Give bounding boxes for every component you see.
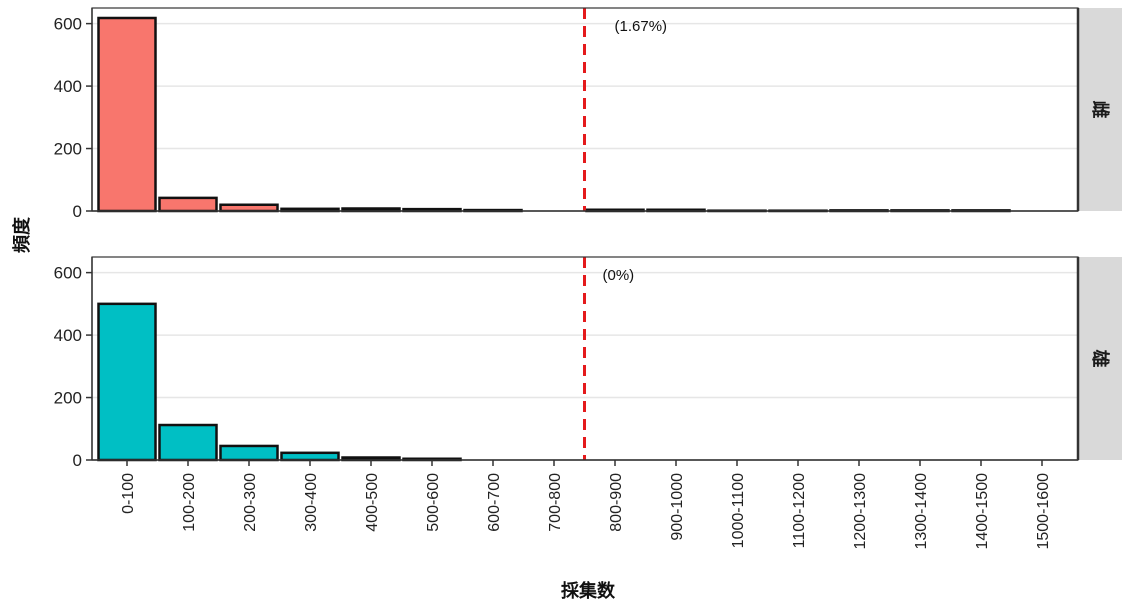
x-tick-label: 0-100 — [120, 473, 137, 514]
y-tick-label: 400 — [54, 77, 82, 96]
x-tick-label: 1500-1600 — [1035, 473, 1052, 550]
panels-layer: (1.67%) 0 200 400 600 雌 (0%) 0 200 400 600 雄 — [54, 7, 1122, 470]
y-axis-title: 頻度 — [11, 216, 33, 253]
panel-annotation: (1.67%) — [615, 18, 668, 35]
panel-2: (0%) 0 200 400 600 雄 — [54, 256, 1122, 470]
y-tick-label: 200 — [54, 389, 82, 408]
x-axis: 0-100 100-200 200-300 300-400 400-500 500-600… — [120, 460, 1052, 550]
x-tick-label: 600-700 — [486, 473, 503, 532]
bar-0-100 — [97, 302, 157, 462]
strip-label: 雄 — [1089, 349, 1111, 368]
bar-0-100 — [97, 16, 157, 213]
strip-label: 雌 — [1089, 101, 1111, 119]
bar-300-400 — [280, 451, 340, 462]
x-tick-label: 200-300 — [242, 473, 259, 532]
x-tick-label: 1100-1200 — [791, 473, 808, 548]
y-tick-label: 600 — [54, 264, 82, 283]
y-tick-label: 0 — [73, 202, 82, 221]
x-tick-label: 800-900 — [608, 473, 625, 532]
y-tick-label: 0 — [73, 451, 82, 470]
strip-background — [1078, 8, 1122, 211]
bar-200-300 — [219, 203, 279, 213]
y-tick-label: 600 — [54, 15, 82, 34]
bar-200-300 — [219, 444, 279, 462]
y-tick-label: 400 — [54, 326, 82, 345]
x-tick-label: 500-600 — [425, 473, 442, 532]
strip-background — [1078, 257, 1122, 460]
x-tick-label: 900-1000 — [669, 473, 686, 541]
x-tick-label: 1200-1300 — [852, 473, 869, 550]
x-tick-label: 700-800 — [547, 473, 564, 532]
panel-1: (1.67%) 0 200 400 600 雌 — [54, 7, 1122, 221]
panel-annotation: (0%) — [603, 267, 635, 284]
bar-100-200 — [158, 423, 218, 462]
x-tick-label: 300-400 — [303, 473, 320, 532]
x-tick-label: 1400-1500 — [974, 473, 991, 550]
x-tick-label: 1000-1100 — [730, 473, 747, 548]
x-tick-label: 400-500 — [364, 473, 381, 532]
x-tick-label: 1300-1400 — [913, 473, 930, 550]
y-tick-label: 200 — [54, 140, 82, 159]
bar-100-200 — [158, 196, 218, 213]
x-tick-label: 100-200 — [181, 473, 198, 532]
x-axis-title: 採集数 — [561, 580, 616, 602]
